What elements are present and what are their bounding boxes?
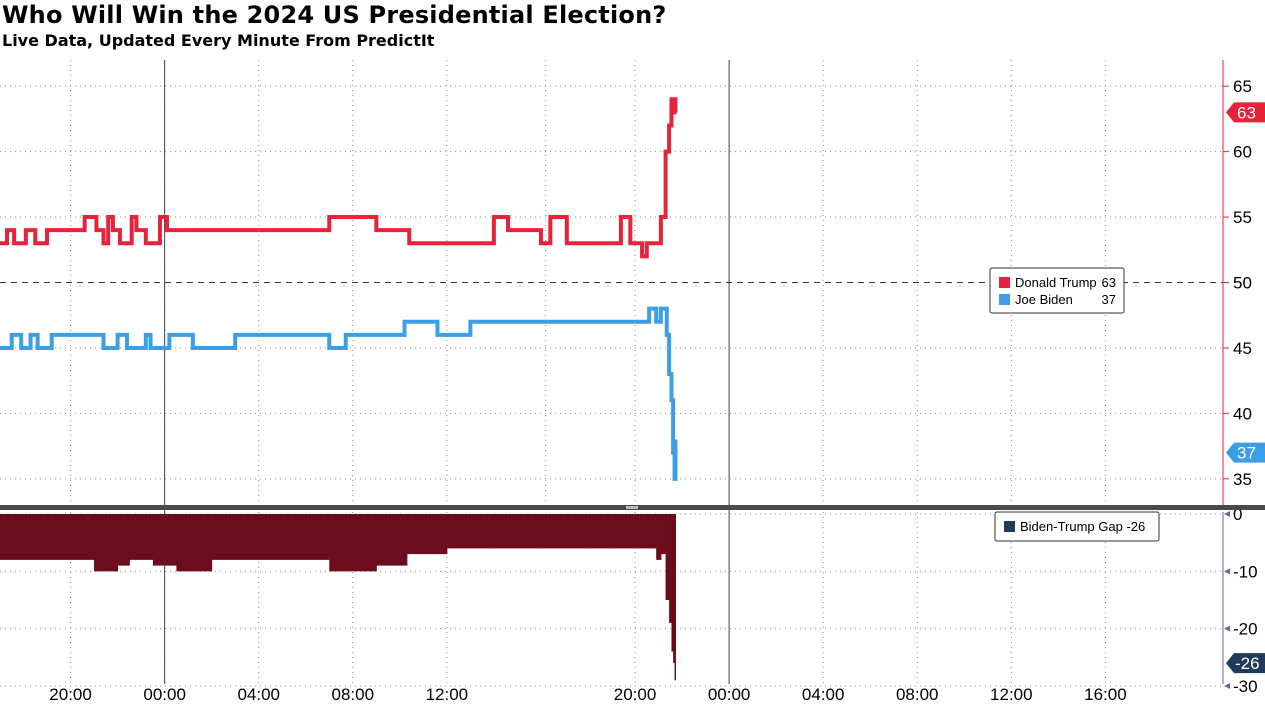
chart-title: Who Will Win the 2024 US Presidential El… (2, 1, 667, 29)
gap-bar (117, 514, 130, 566)
gap-bar (665, 514, 670, 600)
gap-bar (258, 514, 307, 560)
legend-box (989, 267, 1125, 314)
gap-bar (674, 514, 676, 681)
gap-bar (152, 514, 177, 566)
legend-entry-name: Donald Trump (1015, 275, 1097, 290)
legend-entry-value: 63 (1102, 275, 1116, 290)
gap-last-value-tag (1226, 653, 1265, 674)
x-tick-label: 16:00 (1084, 685, 1127, 704)
y-tick-label: 65 (1233, 77, 1252, 96)
y-tick-label: 45 (1233, 339, 1252, 358)
gap-bar (493, 514, 542, 549)
y-tick-label: 35 (1233, 470, 1252, 489)
y-tick-label: 55 (1233, 208, 1252, 227)
x-tick-label: 00:00 (708, 685, 751, 704)
last-value-tag (1226, 102, 1265, 123)
gap-bar (129, 514, 154, 560)
legend-entry-value: 37 (1102, 292, 1116, 307)
gap-bar (0, 514, 48, 560)
gap-bar (94, 514, 119, 572)
grid-layer (0, 60, 1223, 687)
gap-last-value-label: -26 (1235, 654, 1260, 673)
y-tick-mark-bottom (1224, 625, 1230, 632)
series-lines-layer (0, 97, 678, 481)
gap-bar (587, 514, 612, 549)
gap-bar (671, 514, 674, 652)
gap-bar (635, 514, 650, 549)
x-tick-label: 08:00 (332, 685, 375, 704)
last-value-tag (1226, 442, 1265, 463)
x-tick-label: 08:00 (896, 685, 939, 704)
x-tick-label: 00:00 (143, 685, 186, 704)
y-tick-label: 60 (1233, 143, 1252, 162)
gap-bar (611, 514, 636, 549)
y-tick-mark-bottom (1224, 511, 1230, 517)
gap-bar (446, 514, 495, 549)
gap-bar (540, 514, 589, 549)
legend-swatch (999, 294, 1010, 305)
gap-bar (673, 514, 676, 664)
gap-bar (82, 514, 95, 560)
y-tick-label-bottom: 0 (1233, 505, 1242, 524)
gap-bar (669, 514, 672, 623)
gap-bar (406, 514, 448, 555)
x-tick-label: 12:00 (990, 685, 1033, 704)
gap-bar (329, 514, 377, 572)
y-tick-label-bottom: -20 (1233, 620, 1258, 639)
x-tick-label: 04:00 (802, 685, 845, 704)
legend-swatch (999, 277, 1010, 288)
gap-bar (305, 514, 330, 560)
y-tick-label-bottom: -10 (1233, 562, 1258, 581)
legend-entry-name: Joe Biden (1015, 292, 1073, 307)
y-tick-mark-bottom (1224, 568, 1230, 575)
gap-legend-label: Biden-Trump Gap -26 (1020, 519, 1145, 534)
gap-legend-swatch (1004, 521, 1015, 532)
y-tick-mark-bottom (1224, 683, 1230, 689)
gap-bar (660, 514, 667, 555)
chart-subtitle: Live Data, Updated Every Minute From Pre… (2, 31, 435, 50)
series-line-joe-biden (0, 306, 678, 481)
x-tick-label: 20:00 (49, 685, 92, 704)
gap-bar (376, 514, 408, 566)
gap-bar (211, 514, 260, 560)
gap-legend-box (994, 511, 1160, 542)
series-line-donald-trump (0, 97, 678, 259)
gap-bars-layer (0, 514, 676, 681)
last-value-label: 37 (1237, 444, 1256, 463)
x-tick-label: 12:00 (426, 685, 469, 704)
y-tick-label: 40 (1233, 404, 1252, 423)
gap-bar (176, 514, 213, 572)
legend-layer: Donald Trump 63 Joe Biden 37 Biden-Trump Gap… (989, 267, 1160, 542)
y-tick-label: 50 (1233, 274, 1252, 293)
last-value-label: 63 (1237, 103, 1256, 122)
x-tick-label: 04:00 (237, 685, 280, 704)
gap-bar (47, 514, 83, 560)
panel-resize-handle[interactable] (626, 506, 638, 509)
y-tick-label-bottom: -30 (1233, 677, 1258, 696)
x-tick-label: 20:00 (614, 685, 657, 704)
gap-bar (656, 514, 662, 560)
gap-bar (649, 514, 657, 549)
axis-layer: 20:00 00:00 04:00 08:00 12:00 20:00 00:00 04:00… (0, 60, 1265, 704)
